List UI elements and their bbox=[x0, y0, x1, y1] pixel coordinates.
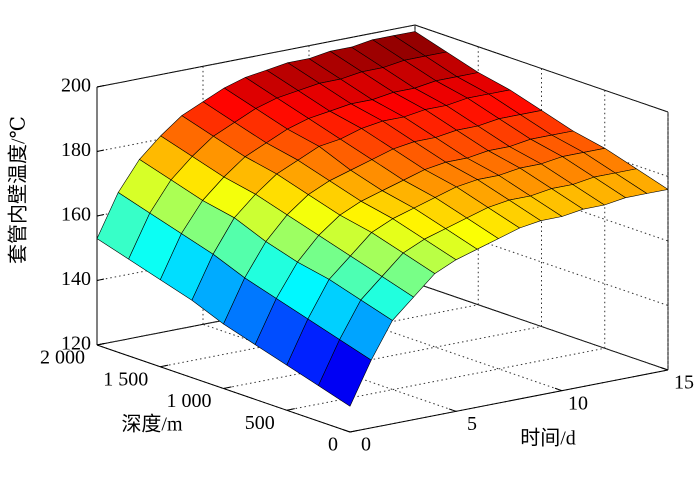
y-axis-label: 深度/m bbox=[121, 413, 183, 436]
x-tick-label: 5 bbox=[467, 413, 477, 435]
z-tick-label: 120 bbox=[61, 333, 91, 355]
x-tick bbox=[660, 367, 669, 371]
z-tick bbox=[96, 214, 105, 217]
y-tick bbox=[223, 386, 232, 389]
y-tick-label: 2 000 bbox=[40, 347, 85, 369]
x-axis-label: 时间/d bbox=[520, 427, 576, 450]
x-tick-label: 0 bbox=[361, 434, 371, 456]
z-tick bbox=[96, 85, 105, 88]
y-tick-label: 1 000 bbox=[167, 390, 212, 412]
x-tick bbox=[342, 429, 351, 433]
x-tick-label: 15 bbox=[674, 372, 694, 394]
box-edge bbox=[96, 24, 416, 88]
x-axis bbox=[349, 369, 669, 433]
y-tick bbox=[160, 364, 169, 368]
y-tick-label: 1 500 bbox=[103, 368, 148, 390]
z-tick bbox=[96, 278, 105, 281]
z-tick-label: 180 bbox=[61, 139, 91, 161]
y-tick-label: 0 bbox=[328, 434, 338, 456]
x-tick bbox=[448, 408, 457, 412]
y-tick bbox=[349, 429, 359, 433]
axes: 120 140 160 180 200 0 500 1 000 1 500 2 000 0 5 10 15… bbox=[7, 75, 694, 456]
z-tick bbox=[96, 149, 105, 152]
z-tick-label: 200 bbox=[61, 75, 91, 97]
surface bbox=[96, 31, 669, 407]
z-tick-label: 140 bbox=[61, 268, 91, 290]
y-tick-label: 500 bbox=[245, 412, 275, 434]
y-tick bbox=[286, 408, 295, 411]
x-tick bbox=[554, 387, 563, 392]
z-tick-label: 160 bbox=[61, 204, 91, 226]
z-axis-label: 套管内壁温度/℃ bbox=[7, 116, 30, 264]
surface-patch bbox=[318, 339, 372, 407]
x-tick-label: 10 bbox=[568, 392, 588, 414]
y-tick bbox=[96, 342, 106, 346]
